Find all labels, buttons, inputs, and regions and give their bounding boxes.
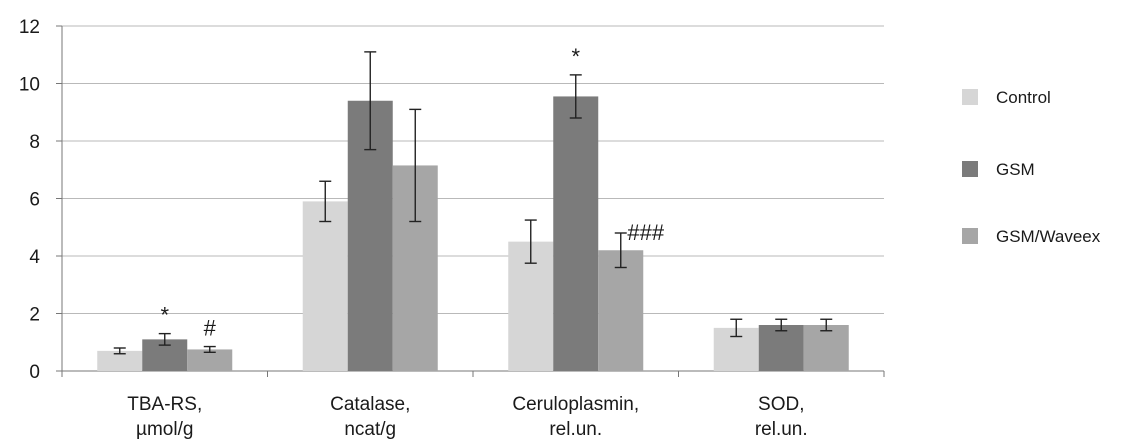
error-bars xyxy=(113,51,833,355)
legend-label: GSM/Waveex xyxy=(996,227,1101,246)
gridlines xyxy=(62,25,884,314)
legend-swatch xyxy=(962,161,978,177)
bar xyxy=(302,201,348,371)
significance-marker: * xyxy=(571,44,580,69)
legend-label: GSM xyxy=(996,160,1035,179)
bar xyxy=(803,325,849,371)
x-category-label: SOD, xyxy=(758,394,804,415)
legend-swatch xyxy=(962,228,978,244)
y-tick-label: 0 xyxy=(29,362,40,383)
y-tick-label: 10 xyxy=(19,75,40,96)
x-category-label: rel.un. xyxy=(549,419,602,440)
x-axis-labels: TBA-RS, µmol/g Catalase, ncat/g Ceruloplasmi… xyxy=(127,394,807,440)
y-tick-label: 6 xyxy=(29,190,40,211)
y-tick-label: 12 xyxy=(19,17,40,38)
bar xyxy=(598,250,644,371)
y-tick-label: 2 xyxy=(29,305,40,326)
axes xyxy=(61,26,885,377)
legend: Control GSM GSM/Waveex xyxy=(962,88,1101,246)
bar xyxy=(187,349,233,371)
x-category-label: Catalase, xyxy=(330,394,410,415)
x-category-label: Ceruloplasmin, xyxy=(512,394,639,415)
y-tick-label: 4 xyxy=(29,247,40,268)
significance-marker: * xyxy=(160,303,169,328)
legend-label: Control xyxy=(996,88,1051,107)
y-axis-ticks: 0 2 4 6 8 10 12 xyxy=(19,17,62,383)
bar xyxy=(758,325,804,371)
bar xyxy=(97,350,143,371)
significance-annotations: **#### xyxy=(160,44,664,341)
bars xyxy=(97,96,849,371)
x-category-label: rel.un. xyxy=(755,419,808,440)
significance-marker: # xyxy=(204,316,217,341)
legend-swatch xyxy=(962,89,978,105)
x-category-label: ncat/g xyxy=(344,419,396,440)
bar xyxy=(553,96,599,371)
x-category-label: TBA-RS, xyxy=(127,394,202,415)
x-category-label: µmol/g xyxy=(136,419,193,440)
y-tick-label: 8 xyxy=(29,132,40,153)
significance-marker: ### xyxy=(627,220,664,245)
